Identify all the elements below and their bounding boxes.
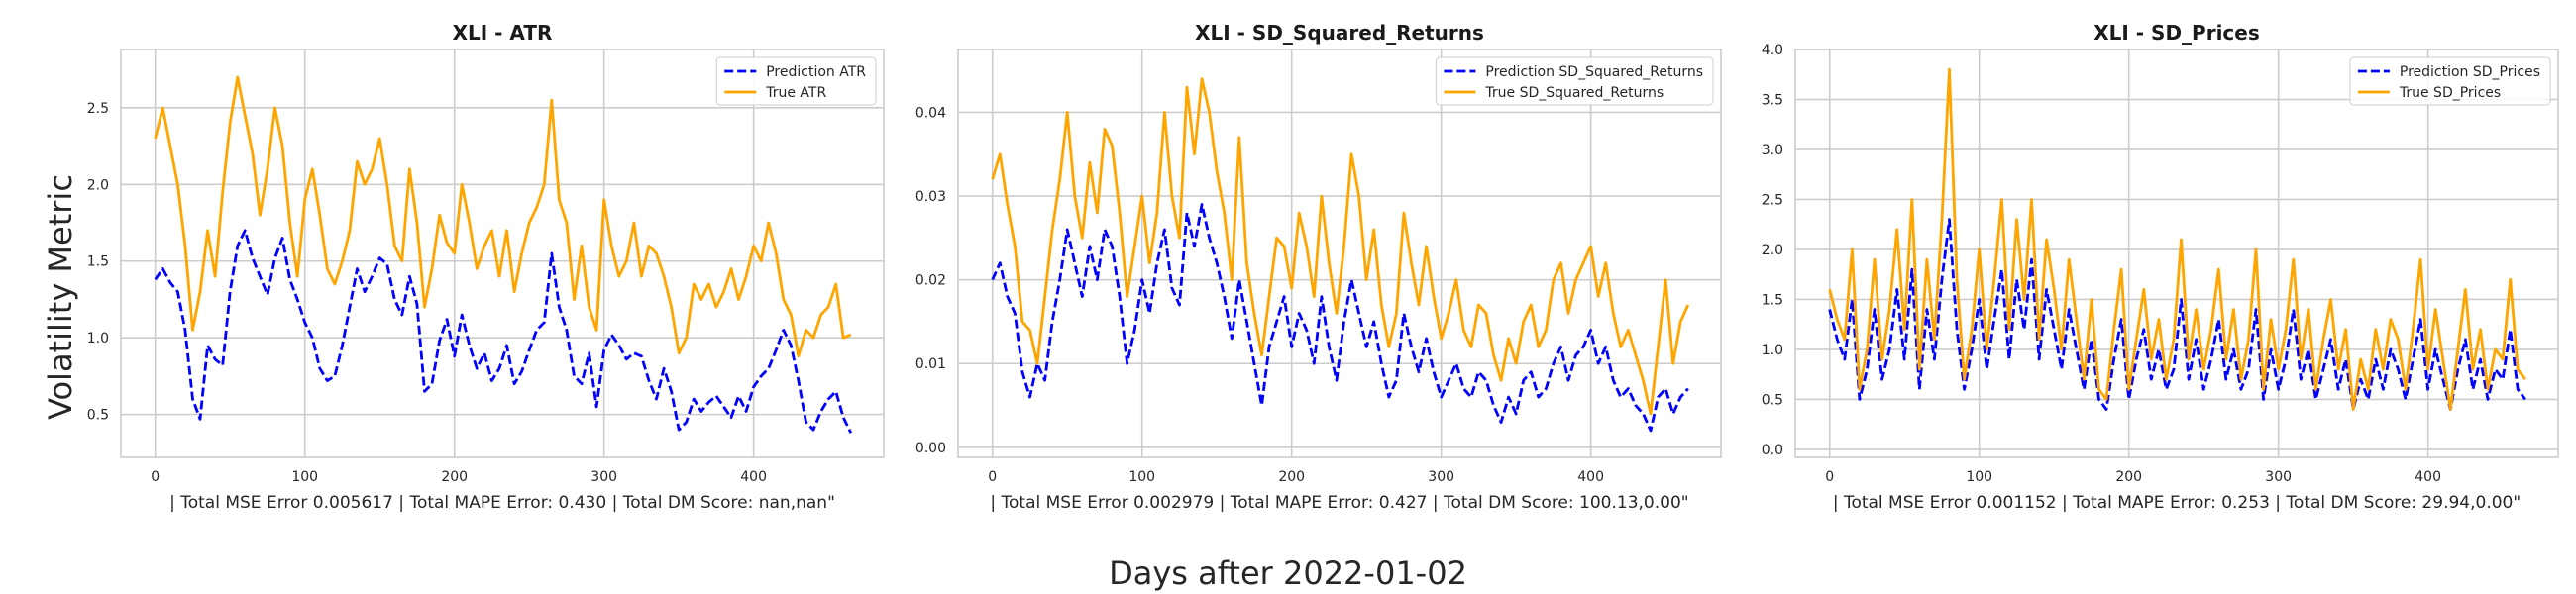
legend-box [715,56,877,106]
y-tick-label: 4.0 [1762,43,1783,58]
x-tick-label: 200 [2115,469,2142,485]
x-tick-label: 200 [1278,469,1305,485]
x-tick-label: 100 [1966,469,1992,485]
x-tick-label: 100 [291,469,318,485]
x-tick-label: 400 [740,469,767,485]
plot-frame [120,49,885,458]
legend-entry-label: True SD_Prices [2399,85,2501,101]
x-tick-label: 400 [2415,469,2441,485]
y-tick-label: 0.04 [915,105,946,121]
x-tick-label: 100 [1128,469,1155,485]
chart-panel-3: 0 100 200 300 400 0.0 0.5 1.0 1.5 2.0 2.5 3.0 3.5 4.0… [1762,21,2559,513]
x-tick-label: 0 [988,469,997,485]
chart-panels: 0 100 200 300 400 0.5 1.0 1.5 2.0 2.5 XLI - ATR | T… [87,21,2559,513]
x-tick-label: 300 [1428,469,1454,485]
legend-entry-label: Prediction SD_Squared_Returns [1485,64,1703,80]
y-tick-label: 1.0 [87,331,109,346]
true-series-line [154,75,852,358]
y-tick-label: 2.0 [87,177,109,193]
x-tick-label: 200 [441,469,468,485]
legend-entry-label: True ATR [765,85,826,101]
y-tick-label: 2.5 [1762,192,1783,208]
y-tick-label: 3.5 [1762,92,1783,108]
legend: Prediction SD_Squared_Returns True SD_Squ… [1435,56,1714,106]
x-tick-label: 0 [1825,469,1834,485]
panel-error-summary: | Total MSE Error 0.005617 | Total MAPE … [169,493,835,513]
figure-xlabel: Days after 2022-01-02 [1109,554,1467,592]
y-tick-label: 2.5 [87,101,109,117]
panel-error-summary: | Total MSE Error 0.002979 | Total MAPE … [990,493,1688,513]
plot-frame [1794,49,2559,458]
panel-title: XLI - SD_Squared_Returns [1195,21,1484,45]
y-tick-label: 0.5 [87,408,109,424]
y-tick-label: 0.03 [915,189,946,205]
chart-panel-2: 0 100 200 300 400 0.00 0.01 0.02 0.03 0.04 XLI - S… [915,21,1722,513]
y-tick-label: 1.5 [1762,292,1783,308]
y-tick-label: 0.5 [1762,392,1783,408]
y-tick-label: 2.0 [1762,243,1783,258]
panel-error-summary: | Total MSE Error 0.001152 | Total MAPE … [1833,493,2521,513]
legend-box [2349,56,2551,106]
legend-box [1435,56,1714,106]
y-tick-label: 1.0 [1762,343,1783,358]
legend-entry-label: Prediction ATR [766,64,866,80]
true-series-line [1828,67,2526,411]
legend: Prediction SD_Prices True SD_Prices [2349,56,2551,106]
y-tick-label: 3.0 [1762,143,1783,158]
y-tick-label: 0.02 [915,273,946,289]
true-series-line [991,77,1690,416]
prediction-series-line [1828,218,2526,411]
x-tick-label: 400 [1577,469,1604,485]
prediction-series-line [991,203,1689,433]
x-tick-label: 300 [2265,469,2292,485]
panel-title: XLI - SD_Prices [2093,21,2260,45]
legend-entry-label: True SD_Squared_Returns [1484,85,1664,101]
y-tick-label: 0.00 [915,441,946,456]
figure-ylabel: Volatility Metric [42,174,79,420]
y-tick-label: 1.5 [87,254,109,270]
plot-frame [957,49,1722,458]
legend-entry-label: Prediction SD_Prices [2400,64,2540,80]
x-tick-label: 300 [590,469,617,485]
y-tick-label: 0.01 [915,356,946,372]
y-tick-label: 0.0 [1762,443,1783,458]
prediction-series-line [154,229,853,434]
chart-panel-1: 0 100 200 300 400 0.5 1.0 1.5 2.0 2.5 XLI - ATR | T… [87,21,885,513]
legend: Prediction ATR True ATR [715,56,877,106]
panel-title: XLI - ATR [453,21,553,45]
x-tick-label: 0 [151,469,160,485]
